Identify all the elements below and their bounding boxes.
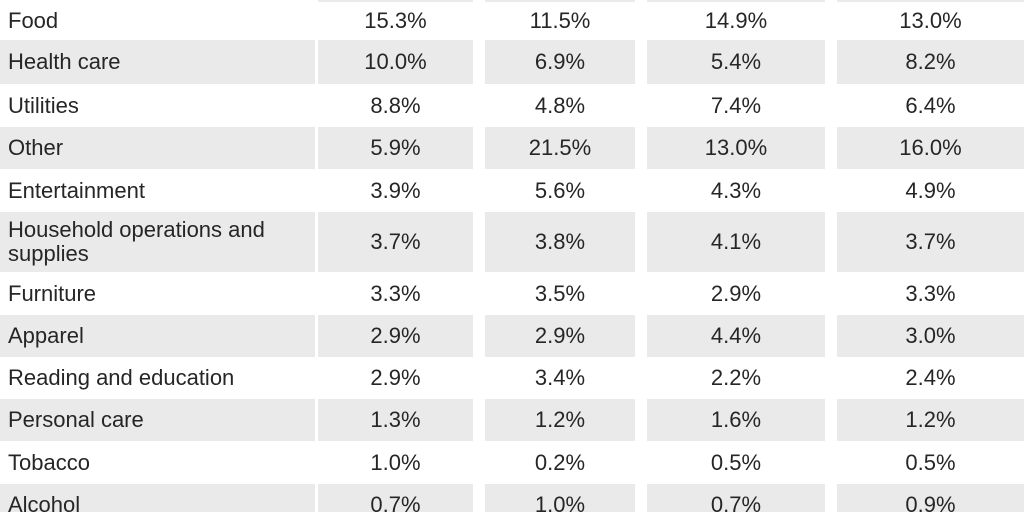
row-value: 5.4%	[647, 40, 825, 84]
row-value: 21.5%	[485, 127, 635, 169]
row-value: 4.9%	[905, 177, 956, 203]
row-value: 0.5%	[710, 449, 762, 475]
row-value: 3.4%	[534, 365, 586, 390]
row-value: 7.4%	[710, 92, 762, 118]
row-value: 3.3%	[905, 280, 956, 306]
row-value: 1.6%	[647, 399, 825, 441]
row-value: 4.1%	[647, 212, 825, 272]
clipped-cell	[0, 0, 315, 2]
row-value: 4.8%	[534, 92, 586, 118]
row-value: 1.3%	[318, 399, 473, 441]
table-row-other: Other 5.9% 21.5% 13.0% 16.0%	[0, 127, 1024, 169]
row-value: 0.5%	[905, 449, 956, 475]
clipped-cell	[485, 0, 635, 2]
row-value: 16.0%	[837, 127, 1024, 169]
row-value: 6.4%	[905, 92, 956, 118]
row-label: Personal care	[0, 399, 315, 441]
clipped-cell	[837, 0, 1024, 2]
row-value: 1.2%	[485, 399, 635, 441]
row-value: 3.5%	[534, 280, 586, 306]
row-label: Alcohol	[0, 484, 315, 512]
row-label: Furniture	[8, 280, 97, 306]
row-value: 3.8%	[485, 212, 635, 272]
table-row-tobacco: Tobacco 1.0% 0.2% 0.5% 0.5%	[0, 441, 1024, 484]
row-value: 11.5%	[529, 8, 591, 33]
table-row-utilities: Utilities 8.8% 4.8% 7.4% 6.4%	[0, 84, 1024, 127]
row-value: 8.2%	[837, 40, 1024, 84]
row-label: Food	[8, 8, 59, 33]
row-value: 2.9%	[485, 315, 635, 357]
row-label: Tobacco	[8, 449, 90, 475]
row-label: Household operations and supplies	[0, 212, 315, 272]
row-value: 0.2%	[534, 449, 586, 475]
row-value: 14.9%	[704, 8, 768, 33]
row-label: Entertainment	[8, 177, 145, 203]
table-row-food: Food 15.3% 11.5% 14.9% 13.0%	[0, 2, 1024, 40]
row-value: 2.9%	[318, 315, 473, 357]
row-value: 13.0%	[647, 127, 825, 169]
row-value: 2.9%	[370, 365, 421, 390]
row-value: 3.7%	[318, 212, 473, 272]
row-value: 0.7%	[318, 484, 473, 512]
row-label: Other	[0, 127, 315, 169]
clipped-cell	[318, 0, 473, 2]
table-row-apparel: Apparel 2.9% 2.9% 4.4% 3.0%	[0, 315, 1024, 357]
table-row-reading-education: Reading and education 2.9% 3.4% 2.2% 2.4…	[0, 357, 1024, 399]
row-label: Apparel	[0, 315, 315, 357]
row-value: 1.0%	[485, 484, 635, 512]
table-row-health-care: Health care 10.0% 6.9% 5.4% 8.2%	[0, 40, 1024, 84]
row-value: 2.2%	[710, 365, 762, 390]
row-value: 8.8%	[370, 92, 421, 118]
clipped-cell	[647, 0, 825, 2]
row-value: 1.2%	[837, 399, 1024, 441]
table-row-furniture: Furniture 3.3% 3.5% 2.9% 3.3%	[0, 272, 1024, 315]
row-value: 3.3%	[370, 280, 421, 306]
table-row-alcohol: Alcohol 0.7% 1.0% 0.7% 0.9%	[0, 484, 1024, 512]
row-value: 3.9%	[370, 177, 421, 203]
row-value: 13.0%	[899, 8, 962, 33]
row-value: 4.4%	[647, 315, 825, 357]
row-value: 15.3%	[364, 8, 427, 33]
row-value: 5.9%	[318, 127, 473, 169]
row-label: Reading and education	[8, 365, 235, 390]
row-value: 3.7%	[837, 212, 1024, 272]
row-value: 0.9%	[837, 484, 1024, 512]
row-value: 10.0%	[318, 40, 473, 84]
row-label: Health care	[0, 40, 315, 84]
row-value: 2.9%	[710, 280, 762, 306]
row-label: Utilities	[8, 92, 79, 118]
table-row-entertainment: Entertainment 3.9% 5.6% 4.3% 4.9%	[0, 169, 1024, 212]
row-value: 1.0%	[370, 449, 421, 475]
row-value: 6.9%	[485, 40, 635, 84]
table-row-personal-care: Personal care 1.3% 1.2% 1.6% 1.2%	[0, 399, 1024, 441]
row-value: 2.4%	[905, 365, 956, 390]
row-value: 0.7%	[647, 484, 825, 512]
row-value: 4.3%	[710, 177, 762, 203]
row-value: 5.6%	[534, 177, 586, 203]
row-value: 3.0%	[837, 315, 1024, 357]
clipped-previous-row	[0, 0, 1024, 2]
table-row-household-operations: Household operations and supplies 3.7% 3…	[0, 212, 1024, 272]
